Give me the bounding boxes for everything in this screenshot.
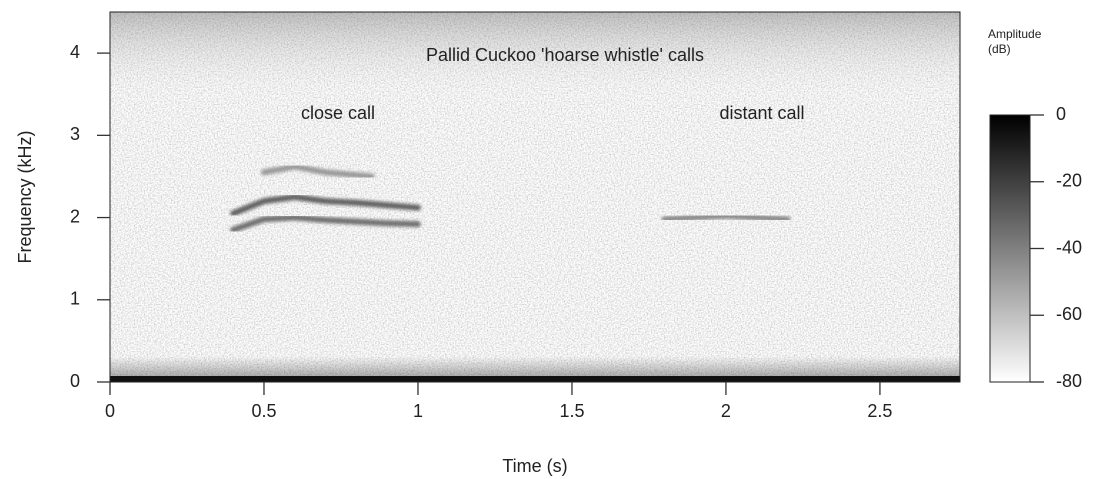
y-tick-label: 1 bbox=[70, 289, 80, 309]
call-contour bbox=[230, 194, 421, 217]
y-tick-label: 0 bbox=[70, 371, 80, 391]
x-tick-label: 0.5 bbox=[251, 401, 276, 421]
spectrogram-shading bbox=[110, 12, 960, 382]
x-tick-label: 0 bbox=[105, 401, 115, 421]
colorbar-tick-label: 0 bbox=[1056, 104, 1066, 124]
annotation: close call bbox=[301, 103, 375, 123]
low-frequency-band bbox=[110, 376, 960, 382]
colorbar-tick-label: -40 bbox=[1056, 237, 1082, 257]
colorbar-label: (dB) bbox=[988, 42, 1011, 56]
call-contour bbox=[230, 214, 421, 233]
colorbar-tick-label: -20 bbox=[1056, 171, 1082, 191]
colorbar-tick-label: -60 bbox=[1056, 304, 1082, 324]
x-tick-label: 2 bbox=[721, 401, 731, 421]
y-tick-label: 4 bbox=[70, 42, 80, 62]
call-contour bbox=[260, 163, 375, 180]
x-tick-label: 1.5 bbox=[559, 401, 584, 421]
annotation: distant call bbox=[719, 103, 804, 123]
call-contour bbox=[661, 212, 791, 223]
colorbar-label: Amplitude bbox=[988, 27, 1042, 41]
x-tick-label: 1 bbox=[413, 401, 423, 421]
plot-frame bbox=[109, 11, 961, 383]
y-tick-label: 2 bbox=[70, 206, 80, 226]
x-tick-label: 2.5 bbox=[867, 401, 892, 421]
chart-title: Pallid Cuckoo 'hoarse whistle' calls bbox=[426, 45, 704, 65]
colorbar-tick-label: -80 bbox=[1056, 371, 1082, 391]
colorbar bbox=[989, 114, 1031, 383]
y-tick-label: 3 bbox=[70, 124, 80, 144]
y-axis-label: Frequency (kHz) bbox=[15, 130, 35, 263]
x-axis-label: Time (s) bbox=[502, 456, 567, 476]
